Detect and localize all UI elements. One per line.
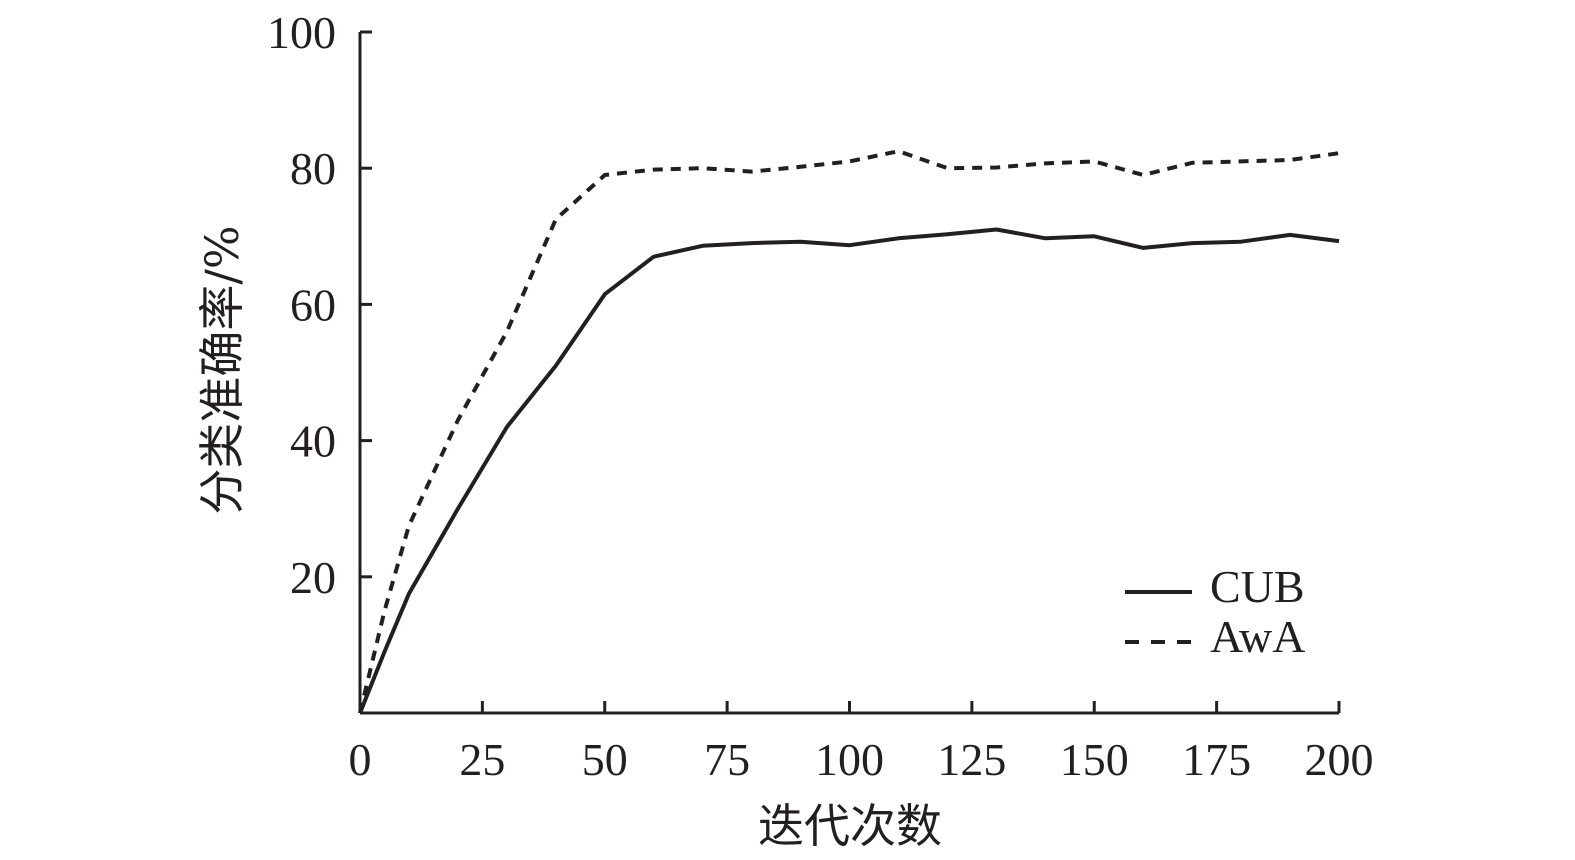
x-tick-label-150: 150 <box>1060 734 1129 785</box>
y-tick-label-20: 20 <box>290 552 336 603</box>
x-tick-label-100: 100 <box>815 734 884 785</box>
y-tick-label-60: 60 <box>290 279 336 330</box>
y-axis-title: 分类准确率/% <box>195 225 249 514</box>
plot-area <box>358 149 1340 714</box>
tick-labels: 0 25 50 75 100 125 150 175 200 20 40 60 80 100 <box>267 7 1374 785</box>
legend: CUB AwA <box>1125 561 1305 662</box>
x-tick-label-200: 200 <box>1305 734 1374 785</box>
x-tick-label-175: 175 <box>1182 734 1251 785</box>
series-line-cub <box>358 227 1340 714</box>
x-axis-title: 迭代次数 <box>758 799 942 853</box>
y-tick-label-40: 40 <box>290 416 336 467</box>
y-tick-label-100: 100 <box>267 7 336 58</box>
x-tick-label-25: 25 <box>459 734 505 785</box>
y-tick-label-80: 80 <box>290 143 336 194</box>
x-tick-label-75: 75 <box>704 734 750 785</box>
x-tick-label-125: 125 <box>937 734 1006 785</box>
legend-label-cub: CUB <box>1210 561 1305 612</box>
x-tick-label-50: 50 <box>582 734 628 785</box>
legend-label-awa: AwA <box>1210 611 1305 662</box>
x-tick-label-0: 0 <box>349 734 372 785</box>
axes <box>358 30 1341 715</box>
series-line-awa <box>358 149 1340 714</box>
